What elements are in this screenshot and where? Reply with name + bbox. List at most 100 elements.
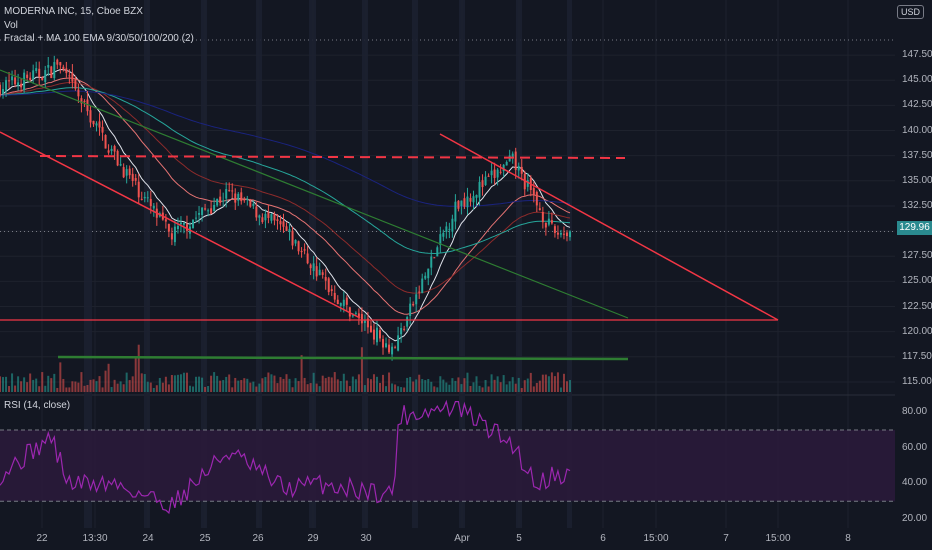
candle-body — [267, 212, 270, 218]
rsi-pane — [0, 399, 895, 515]
volume-bar — [312, 372, 315, 392]
candle-body — [98, 121, 101, 128]
candle-body — [261, 217, 264, 223]
volume-bar — [231, 387, 234, 392]
candle-body — [38, 68, 41, 77]
session-band — [309, 0, 316, 528]
candle-body — [372, 329, 375, 340]
candle-body — [143, 196, 146, 199]
volume-bar — [222, 380, 225, 392]
volume-bar — [17, 376, 20, 392]
candle-body — [8, 80, 11, 82]
volume-bar — [240, 380, 243, 392]
volume-bar — [50, 378, 53, 392]
volume-bar — [213, 372, 216, 392]
candle-body — [439, 234, 442, 245]
volume-bar — [65, 387, 68, 392]
candle-body — [569, 231, 571, 238]
volume-bar — [80, 372, 83, 392]
candle-body — [360, 314, 363, 324]
currency-button[interactable]: USD — [896, 5, 924, 19]
volume-bar — [569, 380, 571, 392]
candle-body — [95, 123, 98, 126]
rsi-legend[interactable]: RSI (14, close) — [4, 400, 71, 411]
candle-body — [237, 193, 240, 201]
time-tick-label: 22 — [36, 533, 48, 544]
candle-body — [517, 165, 520, 171]
candle-body — [26, 74, 29, 78]
volume-bar — [454, 380, 457, 392]
candle-body — [146, 197, 149, 199]
candle-body — [535, 191, 538, 206]
indicator-legend[interactable]: Fractal + MA 100 EMA 9/30/50/100/200 (2) — [4, 33, 194, 44]
candle-body — [137, 181, 140, 198]
candle-body — [544, 222, 547, 228]
volume-bar — [20, 381, 23, 392]
candle-body — [499, 171, 502, 173]
candle-body — [300, 251, 303, 253]
session-band — [256, 0, 262, 528]
candle-body — [505, 161, 508, 166]
candle-body — [134, 178, 137, 181]
volume-bar — [282, 378, 285, 392]
volume-bar — [26, 382, 29, 392]
volume-bar — [119, 381, 122, 392]
volume-bar — [297, 381, 300, 392]
volume-bar — [514, 383, 517, 392]
symbol-legend[interactable]: MODERNA INC, 15, Cboe BZX — [4, 6, 143, 17]
candle-body — [182, 222, 185, 225]
volume-bar — [409, 376, 412, 392]
volume-bar — [285, 374, 288, 392]
candle-body — [252, 203, 255, 206]
candle-body — [541, 211, 544, 223]
volume-bar — [128, 380, 131, 392]
volume-bar — [5, 376, 8, 392]
volume-bar — [104, 370, 107, 392]
candle-body — [210, 208, 213, 214]
volume-bar — [430, 381, 433, 392]
candle-body — [424, 275, 427, 279]
candle-body — [327, 278, 330, 293]
volume-bar — [418, 374, 421, 392]
session-band — [567, 0, 572, 528]
green-support-line — [57, 355, 629, 361]
candle-body — [59, 62, 62, 66]
candle-body — [198, 213, 201, 215]
time-tick-label: 30 — [360, 533, 372, 544]
volume-bar — [140, 373, 143, 392]
volume-bars — [0, 344, 571, 392]
time-tick-label: 25 — [199, 533, 211, 544]
volume-bar — [336, 379, 339, 392]
price-tick-label: 140.00 — [902, 124, 932, 136]
candle-body — [74, 79, 77, 89]
volume-bar — [0, 376, 1, 392]
volume-bar — [424, 380, 427, 392]
volume-bar — [415, 379, 418, 392]
volume-bar — [249, 382, 252, 392]
candle-body — [258, 215, 261, 218]
volume-legend[interactable]: Vol — [4, 20, 18, 31]
volume-bar — [553, 376, 556, 392]
candle-body — [68, 75, 71, 77]
candle-body — [348, 307, 351, 317]
trendline-drawings[interactable] — [0, 69, 779, 361]
candle-body — [128, 168, 131, 176]
volume-bar — [556, 372, 559, 392]
candle-body — [185, 224, 188, 231]
time-tick-label: 7 — [723, 533, 729, 544]
volume-bar — [484, 379, 487, 392]
candle-body — [231, 190, 234, 192]
volume-bar — [122, 384, 125, 392]
candle-body — [379, 330, 381, 339]
volume-bar — [330, 377, 333, 392]
candle-body — [116, 150, 119, 166]
candle-body — [20, 83, 23, 88]
candle-body — [406, 317, 409, 327]
volume-bar — [234, 377, 237, 392]
volume-bar — [529, 372, 532, 392]
rsi-band-fill — [0, 430, 895, 502]
candle-body — [173, 226, 176, 243]
candle-body — [264, 213, 267, 221]
candle-body — [204, 208, 207, 210]
